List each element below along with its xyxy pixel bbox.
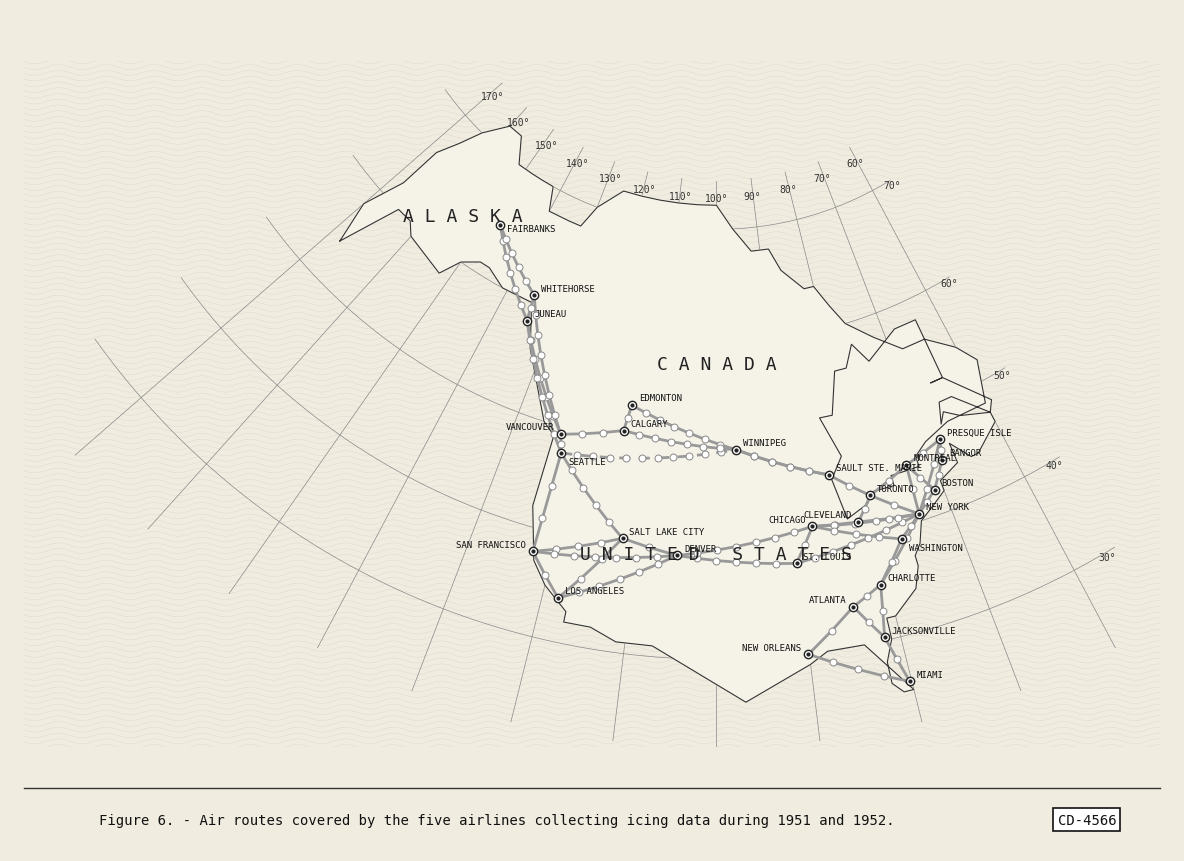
Text: A L A S K A: A L A S K A xyxy=(403,208,523,226)
Polygon shape xyxy=(340,127,996,703)
Text: DENVER: DENVER xyxy=(684,544,716,553)
Text: 160°: 160° xyxy=(507,118,530,128)
Text: JUNEAU: JUNEAU xyxy=(534,309,566,319)
Text: 170°: 170° xyxy=(481,92,504,102)
Text: 60°: 60° xyxy=(847,159,864,169)
Text: 50°: 50° xyxy=(993,370,1011,381)
Text: WINNIPEG: WINNIPEG xyxy=(742,438,786,448)
Text: MONTREAL: MONTREAL xyxy=(913,454,957,463)
Text: 120°: 120° xyxy=(633,185,656,195)
Text: SALT LAKE CITY: SALT LAKE CITY xyxy=(630,527,704,536)
Text: NEW ORLEANS: NEW ORLEANS xyxy=(742,643,802,652)
Text: 70°: 70° xyxy=(813,174,831,184)
Text: WASHINGTON: WASHINGTON xyxy=(908,543,963,553)
Text: Figure 6. - Air routes covered by the five airlines collecting icing data during: Figure 6. - Air routes covered by the fi… xyxy=(99,813,895,827)
Text: U N I T E D   S T A T E S: U N I T E D S T A T E S xyxy=(580,545,852,563)
Text: ST. LOUIS: ST. LOUIS xyxy=(804,552,851,561)
Text: 40°: 40° xyxy=(1045,461,1063,471)
Text: FAIRBANKS: FAIRBANKS xyxy=(507,225,555,234)
Text: NEW YORK: NEW YORK xyxy=(926,503,969,511)
Text: TORONTO: TORONTO xyxy=(877,484,915,493)
Text: C A N A D A: C A N A D A xyxy=(657,356,777,374)
Text: MIAMI: MIAMI xyxy=(916,670,944,678)
Text: BANGOR: BANGOR xyxy=(948,449,982,458)
Text: EDMONTON: EDMONTON xyxy=(639,394,682,403)
Text: 140°: 140° xyxy=(566,159,590,169)
Text: WHITEHORSE: WHITEHORSE xyxy=(541,284,596,293)
Text: VANCOUVER: VANCOUVER xyxy=(506,423,554,432)
Text: SAN FRANCISCO: SAN FRANCISCO xyxy=(456,540,526,549)
Text: 60°: 60° xyxy=(940,278,958,288)
Text: 80°: 80° xyxy=(779,185,797,195)
Text: SEATTLE: SEATTLE xyxy=(568,457,606,467)
Text: CHARLOTTE: CHARLOTTE xyxy=(888,573,937,582)
Text: 30°: 30° xyxy=(1099,552,1117,562)
Text: BOSTON: BOSTON xyxy=(941,478,974,487)
Text: 150°: 150° xyxy=(535,140,558,151)
Text: 70°: 70° xyxy=(883,180,901,190)
Text: CALGARY: CALGARY xyxy=(631,419,668,428)
Text: PRESQUE ISLE: PRESQUE ISLE xyxy=(947,428,1011,437)
Text: CD-4566: CD-4566 xyxy=(1057,813,1117,827)
Text: 110°: 110° xyxy=(669,192,693,201)
Text: 90°: 90° xyxy=(744,192,761,201)
Text: 130°: 130° xyxy=(598,174,622,184)
Text: SAULT STE. MARIE: SAULT STE. MARIE xyxy=(836,463,921,473)
Text: CHICAGO: CHICAGO xyxy=(768,515,805,524)
Text: ATLANTA: ATLANTA xyxy=(809,595,847,604)
Text: LOS ANGELES: LOS ANGELES xyxy=(565,586,624,596)
Text: 100°: 100° xyxy=(704,194,728,204)
Text: CLEVELAND: CLEVELAND xyxy=(803,511,851,519)
Text: JACKSONVILLE: JACKSONVILLE xyxy=(892,626,957,635)
